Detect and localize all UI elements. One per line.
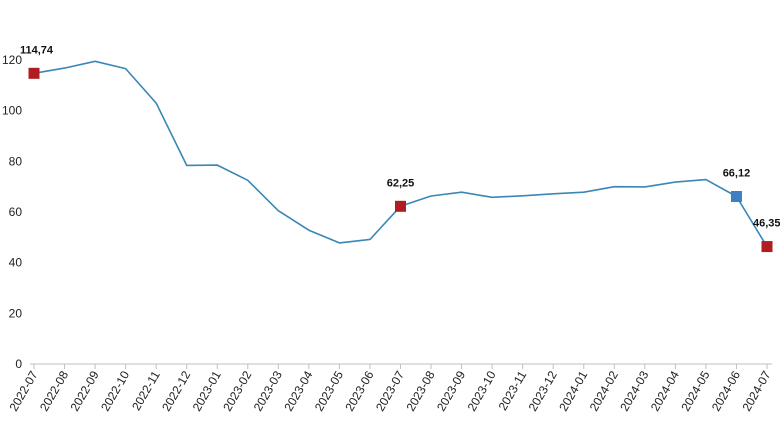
x-tick-label: 2023-06 [342,368,376,413]
x-tick-label: 2024-05 [678,368,712,413]
x-tick-label: 2023-10 [465,368,499,413]
data-point-marker [761,241,773,253]
data-point-marker [395,200,406,212]
data-label: 46,35 [753,218,780,230]
x-tick-label: 2023-03 [251,368,285,413]
x-tick-label: 2024-01 [556,368,590,413]
data-label: 66,12 [723,167,751,179]
x-tick-label: 2023-02 [220,368,254,413]
x-tick-label: 2024-03 [617,368,651,413]
x-tick-label: 2024-06 [709,368,743,413]
x-tick-label: 2022-10 [98,368,132,413]
y-tick-label: 0 [15,357,22,371]
y-axis-ticks: 0 20 40 60 80 100 120 [2,53,22,371]
x-tick-label: 2024-04 [648,368,682,413]
data-label: 62,25 [387,177,415,189]
x-tick-label: 2023-09 [434,368,468,413]
x-tick-label: 2023-12 [526,368,560,413]
y-tick-label: 20 [9,306,23,320]
y-tick-label: 40 [9,256,23,270]
y-tick-label: 60 [9,205,23,219]
x-tick-label: 2022-07 [6,368,40,413]
data-markers [28,67,773,253]
data-point-marker [730,190,742,202]
y-tick-label: 100 [2,104,22,118]
x-axis-ticks: 2022-072022-082022-092022-102022-112022-… [6,364,774,414]
x-tick-label: 2022-09 [68,368,102,413]
x-tick-label: 2023-04 [281,368,315,413]
data-point-marker [28,67,40,79]
x-tick-label: 2023-08 [403,368,437,413]
y-tick-label: 80 [9,154,23,168]
x-tick-label: 2023-05 [312,368,346,413]
x-tick-label: 2022-12 [159,368,193,413]
data-label: 114,74 [20,44,54,56]
x-tick-label: 2022-11 [129,368,163,413]
y-tick-label: 120 [2,53,22,67]
x-tick-label: 2023-01 [190,368,224,413]
x-tick-label: 2023-07 [373,368,407,413]
series-line [33,60,768,248]
x-tick-label: 2024-07 [739,368,773,413]
x-tick-label: 2023-11 [496,368,530,413]
x-tick-label: 2024-02 [587,368,621,413]
data-labels: 114,74 62,25 66,12 46,35 [20,44,780,229]
x-tick-label: 2022-08 [37,368,71,413]
